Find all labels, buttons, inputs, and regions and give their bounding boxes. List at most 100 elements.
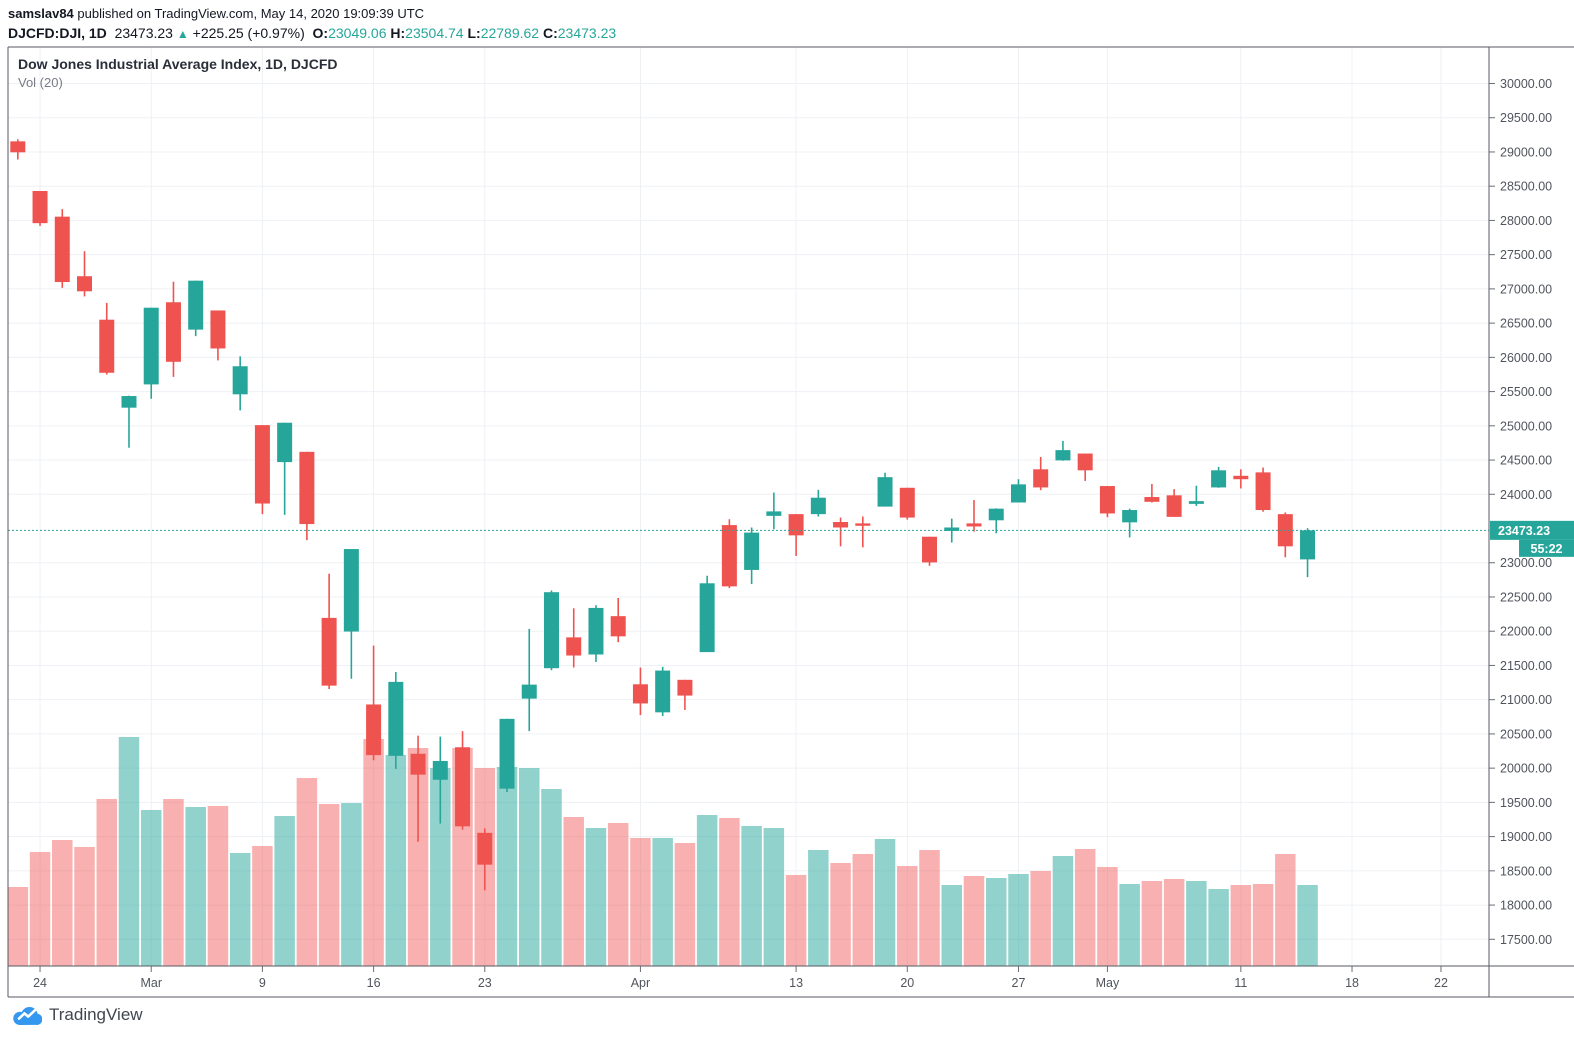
username: samslav84 <box>8 6 74 21</box>
symbol-ohlc-line: DJCFD:DJI, 1D 23473.23 ▲ +225.25 (+0.97%… <box>8 25 616 41</box>
volume-bar <box>29 852 51 966</box>
price-tick-label: 27500.00 <box>1500 248 1552 262</box>
volume-bar <box>1030 871 1051 966</box>
candle-body <box>499 718 515 789</box>
candle-body <box>788 514 804 536</box>
tradingview-cloud-icon <box>13 1007 42 1026</box>
candle-body <box>343 549 359 632</box>
candle-body <box>277 422 293 463</box>
candle-body <box>232 366 248 395</box>
volume-bar <box>941 885 963 966</box>
volume-bar <box>1097 867 1118 966</box>
volume-bar <box>963 876 985 966</box>
volume-bar <box>1208 889 1229 966</box>
candle-body <box>922 536 938 563</box>
volume-bar <box>185 807 206 966</box>
time-tick-label: 9 <box>259 976 266 990</box>
volume-bar <box>1186 881 1207 966</box>
close-label: C: <box>542 25 558 41</box>
volume-bar <box>118 737 140 966</box>
candle-body <box>744 532 760 570</box>
candle-body <box>1055 450 1071 461</box>
volume-bar <box>830 863 851 966</box>
close-value: 23473.23 <box>557 25 617 41</box>
volume-bar <box>363 739 384 966</box>
tradingview-logo[interactable]: TradingView <box>12 1004 143 1026</box>
time-tick-label: May <box>1096 976 1120 990</box>
time-tick-label: 11 <box>1234 976 1247 990</box>
low-label: L: <box>467 25 481 41</box>
volume-bar <box>318 804 340 966</box>
volume-bar <box>430 768 451 966</box>
candle-body <box>321 617 337 686</box>
candle-body <box>588 607 604 655</box>
volume-bar <box>140 810 162 966</box>
price-tick-label: 23000.00 <box>1500 556 1552 570</box>
volume-bar <box>719 818 740 966</box>
candle-body <box>543 592 559 669</box>
volume-bar <box>519 768 540 966</box>
candle-body <box>99 319 115 373</box>
volume-bar <box>274 816 295 966</box>
candle-body <box>699 583 715 653</box>
open-value: 23049.06 <box>328 25 387 41</box>
candle-body <box>632 684 648 704</box>
price-tick-label: 25500.00 <box>1500 385 1552 399</box>
candle-body <box>1233 475 1249 480</box>
volume-bar <box>1141 881 1163 966</box>
price-tick-label: 20500.00 <box>1500 727 1552 741</box>
volume-bar <box>1074 849 1096 966</box>
price-tick-label: 28500.00 <box>1500 180 1552 194</box>
price-tick-label: 26500.00 <box>1500 317 1552 331</box>
volume-bar <box>1275 854 1296 966</box>
candle-body <box>54 216 70 283</box>
volume-bar <box>7 887 29 966</box>
chart-title: Dow Jones Industrial Average Index, 1D, … <box>18 56 338 72</box>
volume-bar <box>541 789 562 966</box>
volume-bar <box>1163 879 1185 966</box>
high-value: 23504.74 <box>405 25 464 41</box>
volume-bar <box>808 850 829 966</box>
candle-body <box>988 508 1004 521</box>
price-tick-label: 21000.00 <box>1500 693 1552 707</box>
price-tick-label: 21500.00 <box>1500 659 1552 673</box>
volume-bar <box>630 838 651 966</box>
volume-bar <box>96 799 117 966</box>
time-tick-label: Mar <box>140 976 162 990</box>
volume-bar <box>1008 874 1029 966</box>
candle-body <box>944 527 960 531</box>
candle-body <box>455 747 471 827</box>
volume-bar <box>897 866 918 966</box>
volume-bar <box>563 817 584 966</box>
candle-body <box>1077 453 1093 471</box>
candle-body <box>810 497 826 515</box>
time-tick-label: 18 <box>1345 976 1359 990</box>
candle-body <box>477 832 493 865</box>
volume-bar <box>785 875 807 966</box>
volume-bar <box>852 854 874 966</box>
symbol-name: DJCFD:DJI, 1D <box>8 25 107 41</box>
time-tick-label: 24 <box>33 976 47 990</box>
price-tick-label: 18000.00 <box>1500 899 1552 913</box>
tradingview-logo-text: TradingView <box>49 1005 143 1024</box>
last-price-value: 23473.23 <box>114 25 173 41</box>
volume-bar <box>496 767 518 966</box>
open-label: O: <box>312 25 329 41</box>
volume-bar <box>919 850 940 966</box>
volume-bar <box>585 828 607 966</box>
last-price-label: 23473.23 <box>1498 524 1550 538</box>
published-byline: samslav84 published on TradingView.com, … <box>8 6 424 21</box>
volume-bar <box>741 826 762 966</box>
candle-body <box>77 276 93 292</box>
price-tick-label: 26000.00 <box>1500 351 1552 365</box>
low-value: 22789.62 <box>480 25 540 41</box>
price-tick-label: 18500.00 <box>1500 864 1552 878</box>
candle-body <box>899 487 915 518</box>
candle-body <box>1255 472 1271 511</box>
candle-body <box>1099 486 1115 514</box>
candle-body <box>32 190 48 224</box>
candle-body <box>966 523 982 527</box>
candle-body <box>877 477 893 507</box>
